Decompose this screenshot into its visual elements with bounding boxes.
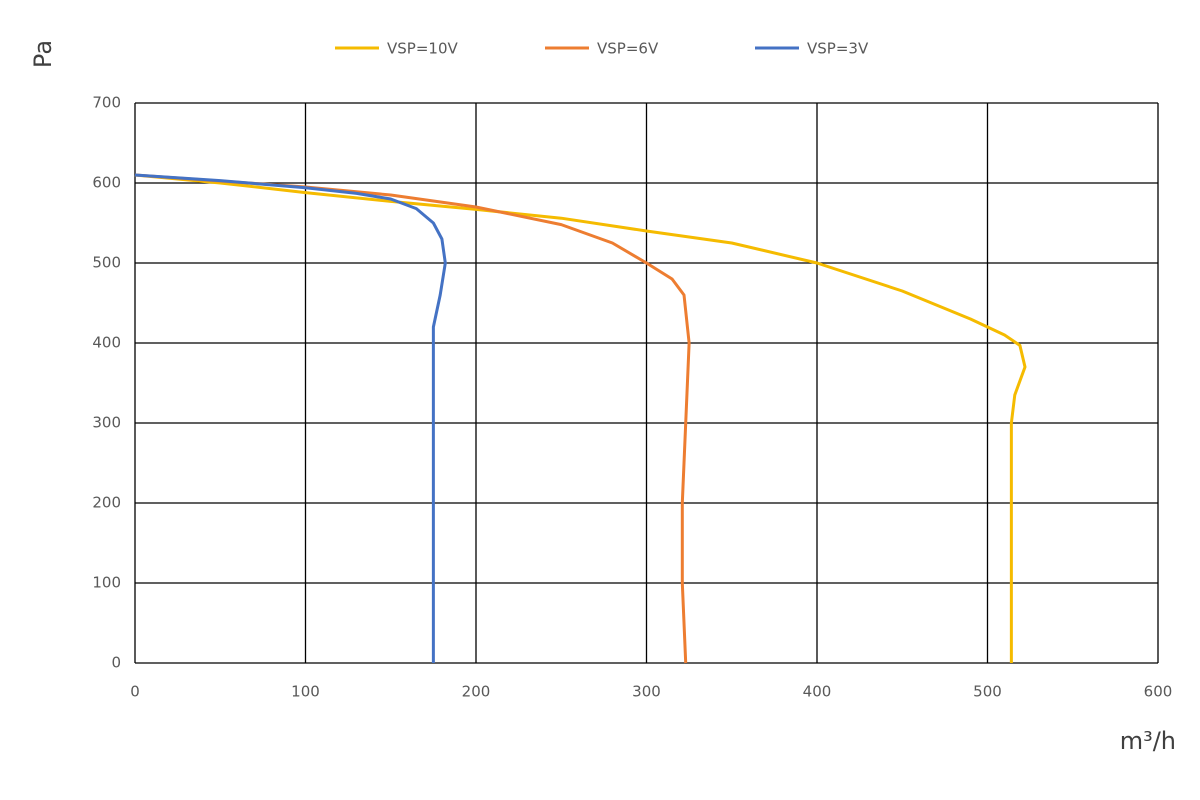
legend-label: VSP=10V — [387, 40, 458, 58]
y-axis-title: Pa — [29, 40, 57, 68]
x-tick-label: 500 — [973, 683, 1002, 701]
y-tick-label: 700 — [92, 94, 121, 112]
x-tick-label: 600 — [1144, 683, 1173, 701]
y-tick-label: 200 — [92, 494, 121, 512]
legend-label: VSP=3V — [807, 40, 869, 58]
y-tick-label: 300 — [92, 414, 121, 432]
legend-label: VSP=6V — [597, 40, 659, 58]
x-tick-label: 0 — [130, 683, 140, 701]
y-tick-label: 500 — [92, 254, 121, 272]
x-tick-label: 200 — [462, 683, 491, 701]
series-line — [134, 173, 1027, 663]
y-tick-label: 100 — [92, 574, 121, 592]
x-tick-label: 100 — [291, 683, 320, 701]
x-tick-label: 300 — [632, 683, 661, 701]
y-tick-label: 0 — [111, 654, 121, 672]
y-tick-label: 600 — [92, 174, 121, 192]
x-axis-title: m³/h — [1120, 727, 1176, 755]
y-tick-label: 400 — [92, 334, 121, 352]
x-tick-label: 400 — [803, 683, 832, 701]
series-line — [134, 173, 447, 663]
series-line — [134, 173, 691, 664]
